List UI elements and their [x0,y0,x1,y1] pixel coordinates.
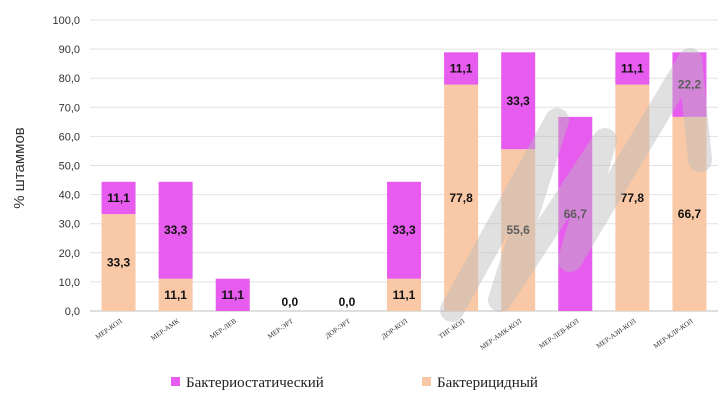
bar-bacteriostatic [444,52,479,85]
bar-bactericidal [444,84,479,312]
y-tick-label: 40,0 [59,190,80,202]
bar-bactericidal [501,149,536,311]
legend: Бактериостатический Бактерицидный [171,375,538,391]
y-tick-label: 100,0 [52,15,80,27]
bar-bacteriostatic [501,52,536,150]
data-label-bactericidal: 11,1 [393,288,416,302]
data-label-bactericidal: 0,0 [339,295,356,309]
x-category-label: ДОР-ЭРТ [324,317,353,341]
bars: 33,3 11,1 11,1 33,3 11,1 0,0 0,0 11,1 33,3 77,8 11… [101,52,707,312]
x-category-label: МЕР-АМК [149,317,181,342]
x-category-label: МЕР-КОЛ [94,317,124,341]
data-label-bactericidal: 11,1 [164,288,187,302]
y-axis-label: % штаммов [11,127,28,209]
y-tick-label: 30,0 [59,219,80,231]
bar-bactericidal [101,214,136,311]
x-category-label: ДОР-КОЛ [380,317,409,341]
x-category-label: МЕР-АЗИ-КОЛ [595,317,638,350]
x-category-label: МЕР-ЛЕВ-КОЛ [538,317,581,350]
data-label-bacteriostatic: 33,3 [507,94,531,108]
data-label-bacteriostatic: 33,3 [164,223,188,237]
y-tick-label: 10,0 [59,277,80,289]
bar-bacteriostatic [101,181,136,215]
data-label-bactericidal: 66,7 [678,207,702,221]
bar-bacteriostatic [615,52,650,85]
data-label-bacteriostatic: 11,1 [621,61,644,75]
data-label-bactericidal: 0,0 [281,295,298,309]
x-category-label: МЕР-КЛР-КОЛ [652,317,695,350]
data-label-bacteriostatic: 33,3 [392,223,416,237]
data-label-bacteriostatic: 11,1 [107,191,130,205]
data-label-bactericidal: 33,3 [107,256,131,270]
bar-bactericidal [158,278,193,311]
bar-bactericidal [615,84,650,312]
y-tick-label: 70,0 [59,102,80,114]
bar-bacteriostatic [672,52,707,117]
watermark [440,48,712,322]
bar-bactericidal [672,116,707,311]
bar-bactericidal [387,278,421,311]
x-axis-category-labels: МЕР-КОЛ МЕР-АМК МЕР-ЛЕВ МЕР-ЭРТ ДОР-ЭРТ ДОР-К… [94,317,695,352]
y-tick-label: 60,0 [59,131,80,143]
legend-swatch-bactericidal [422,377,431,386]
bar-bacteriostatic [215,278,250,311]
legend-swatch-bacteriostatic [171,377,180,386]
y-tick-label: 90,0 [59,44,80,56]
bar-bacteriostatic [558,116,593,311]
y-tick-label: 0,0 [65,306,80,318]
y-axis-ticks: 0,0 10,0 20,0 30,0 40,0 50,0 60,0 70,0 80,0 90,0 1… [52,15,80,318]
data-label-bacteriostatic: 22,2 [678,78,702,92]
x-category-label: МЕР-ЭРТ [266,317,295,341]
y-tick-label: 50,0 [59,161,80,173]
data-label-bacteriostatic: 66,7 [564,207,588,221]
data-label-bactericidal: 55,6 [507,223,531,237]
legend-label-bacteriostatic: Бактериостатический [186,375,324,391]
bar-bacteriostatic [158,181,193,279]
bar-bacteriostatic [387,181,421,279]
data-label-bacteriostatic: 11,1 [221,288,244,302]
data-label-bactericidal: 77,8 [449,191,473,205]
data-label-bactericidal: 77,8 [621,191,645,205]
y-tick-label: 80,0 [59,73,80,85]
x-category-label: МЕР-АМК-КОЛ [479,317,524,352]
legend-label-bactericidal: Бактерицидный [437,375,538,391]
y-tick-label: 20,0 [59,248,80,260]
data-label-bacteriostatic: 11,1 [450,61,473,75]
x-category-label: МЕР-ЛЕВ [208,317,238,341]
